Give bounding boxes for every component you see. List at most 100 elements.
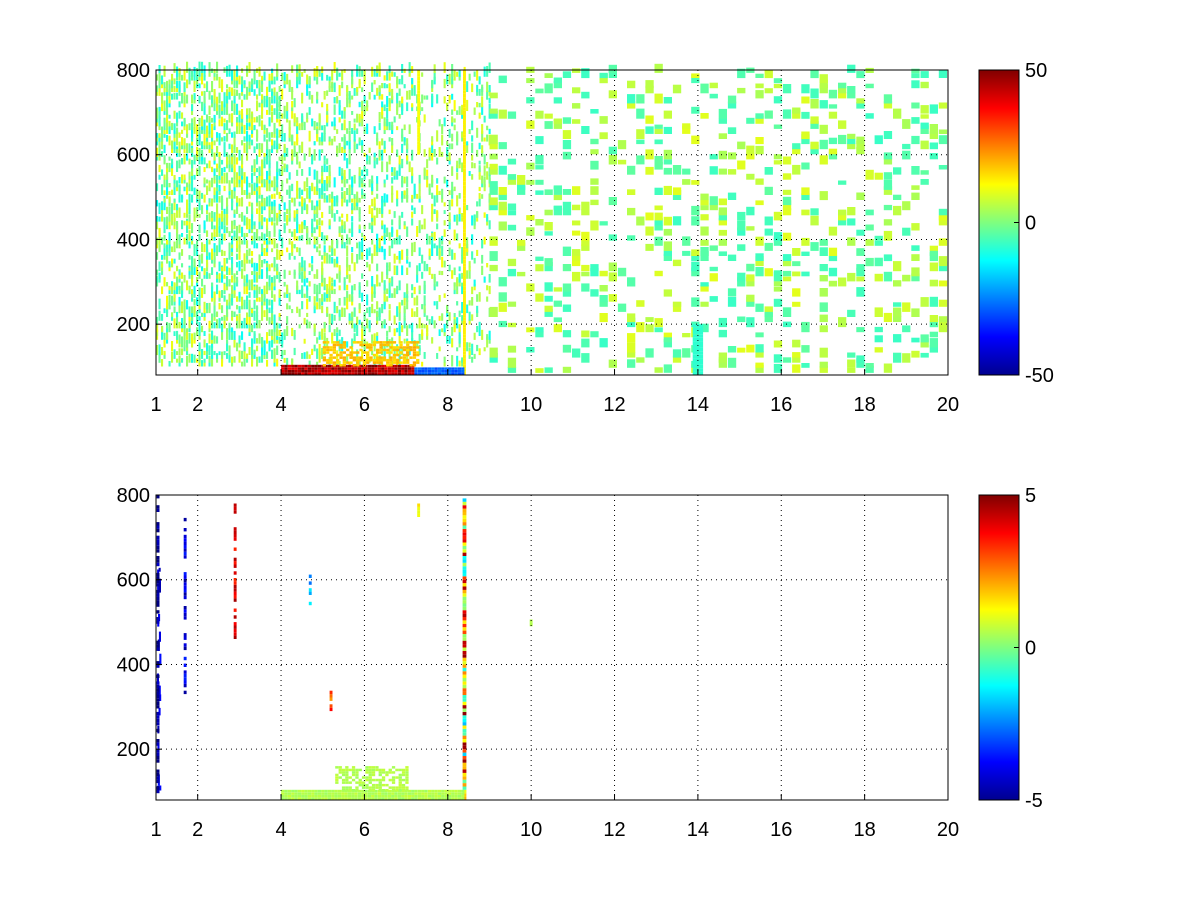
heatmap-cell [156,776,160,780]
heatmap-cell [489,142,498,150]
heatmap-cell [331,792,335,795]
heatmap-cell [838,180,847,185]
heatmap-cell [243,235,246,245]
heatmap-cell [178,296,181,306]
heatmap-cell [233,356,236,363]
heatmap-cell [163,217,166,226]
bottom-colorbar-ticks: 50-5 [1014,485,1043,812]
y-tick-label: 400 [117,654,150,676]
heatmap-cell [186,124,189,134]
heatmap-cell [384,372,388,375]
heatmap-cell [413,85,416,96]
heatmap-cell [336,358,340,362]
heatmap-cell [401,265,404,276]
heatmap-cell [236,253,239,260]
heatmap-cell [627,235,636,241]
heatmap-cell [356,242,359,249]
heatmap-cell [383,75,386,81]
heatmap-cell [356,254,359,264]
heatmap-cell [306,74,309,85]
heatmap-cell [397,792,402,795]
heatmap-cell [403,137,406,142]
heatmap-cell [286,284,289,295]
heatmap-cell [273,108,276,115]
heatmap-cell [348,313,351,321]
heatmap-cell [303,220,306,226]
heatmap-cell [581,283,590,292]
heatmap-cell [645,348,654,358]
heatmap-cell [343,169,346,180]
heatmap-cell [407,789,412,793]
x-tick-label: 16 [770,394,792,416]
heatmap-cell [308,130,311,142]
heatmap-cell [286,165,289,173]
heatmap-cell [181,301,184,310]
heatmap-cell [345,771,349,774]
heatmap-cell [463,229,466,233]
heatmap-cell [171,221,174,226]
heatmap-cell [874,235,883,241]
heatmap-cell [463,242,466,247]
heatmap-cell [417,124,421,128]
heatmap-cell [313,149,316,161]
heatmap-cell [378,783,382,787]
heatmap-cell [718,108,727,119]
heatmap-cell [371,786,376,789]
heatmap-cell [233,534,237,538]
heatmap-cell [326,158,329,165]
heatmap-cell [801,131,810,140]
heatmap-cell [216,211,219,222]
heatmap-cell [228,322,231,329]
heatmap-cell [156,316,159,325]
heatmap-cell [191,235,194,241]
heatmap-cell [173,63,176,73]
heatmap-cell [216,136,219,142]
heatmap-cell [173,271,176,279]
heatmap-cell [317,797,321,800]
heatmap-cell [386,84,389,89]
heatmap-cell [253,70,256,81]
heatmap-cell [411,794,415,798]
heatmap-cell [692,351,704,355]
heatmap-cell [406,138,409,150]
heatmap-cell [156,147,159,157]
heatmap-cell [599,74,608,84]
heatmap-cell [654,270,663,277]
heatmap-cell [938,256,948,267]
heatmap-cell [293,229,296,237]
heatmap-cell [188,241,191,249]
heatmap-cell [163,243,166,249]
heatmap-cell [358,137,361,142]
heatmap-cell [238,291,241,298]
heatmap-cell [191,104,194,112]
heatmap-cell [233,595,237,599]
heatmap-cell [411,173,414,184]
heatmap-cell [228,113,231,123]
heatmap-cell [317,372,321,375]
heatmap-cell [398,88,401,96]
heatmap-cell [412,356,417,359]
heatmap-cell [178,184,181,192]
heatmap-cell [416,106,419,112]
heatmap-cell [544,262,553,272]
heatmap-cell [478,112,481,119]
heatmap-cell [251,207,254,215]
heatmap-cell [183,212,186,218]
heatmap-cell [463,327,466,331]
heatmap-cell [311,348,314,355]
heatmap-cell [417,144,421,148]
heatmap-cell [346,269,349,275]
heatmap-cell [156,691,160,695]
heatmap-cell [338,105,341,115]
heatmap-cell [682,236,691,246]
heatmap-cell [893,302,902,307]
heatmap-cell [672,259,682,267]
heatmap-cell [263,71,266,81]
heatmap-cell [203,220,206,230]
heatmap-cell [421,792,425,795]
heatmap-cell [387,792,392,795]
heatmap-cell [191,223,194,234]
heatmap-cell [166,80,169,93]
heatmap-cell [338,361,341,367]
heatmap-cell [256,230,259,241]
